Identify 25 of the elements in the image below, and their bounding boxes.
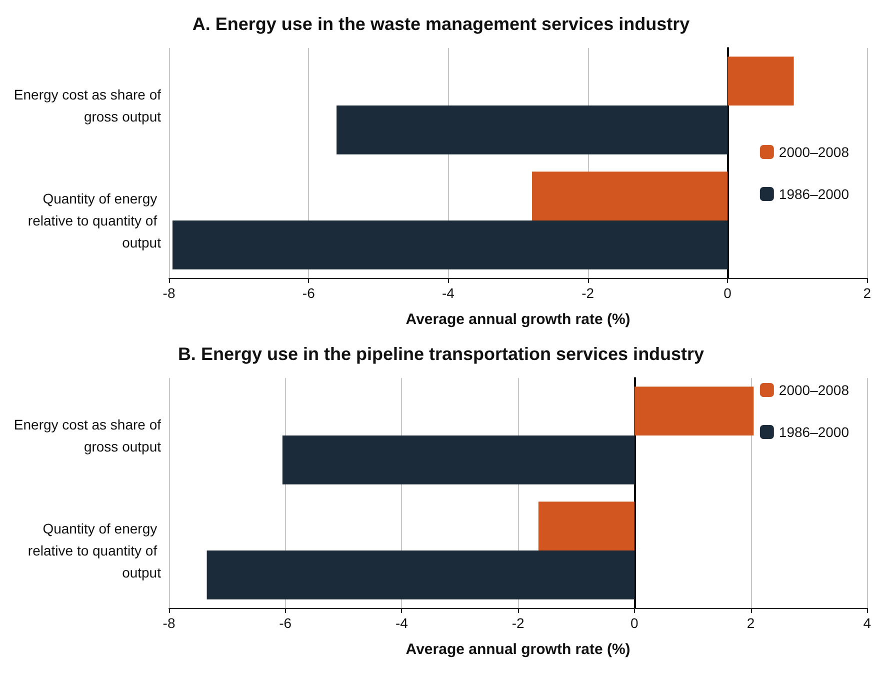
legend-label: 1986–2000: [778, 424, 850, 440]
x-axis-title: Average annual growth rate (%): [406, 641, 630, 658]
legend-label: 2000–2008: [778, 382, 850, 398]
x-tick-label: -6: [279, 615, 292, 631]
x-tick-label: 0: [724, 285, 732, 301]
x-tick-label: 2: [863, 285, 872, 301]
legend-label: 2000–2008: [778, 144, 850, 160]
x-tick-label: -2: [582, 285, 594, 301]
x-tick-label: -8: [162, 285, 176, 301]
x-tick-label: 0: [630, 615, 639, 631]
x-tick-label: -8: [162, 615, 176, 631]
y-tick-label: Energy cost as share of gross output: [14, 416, 162, 454]
y-tick-label: Energy cost as share of gross output: [14, 86, 162, 124]
y-tick-label: Quantity of energy relative to quantity of output: [28, 190, 162, 250]
legend-label: 1986–2000: [778, 186, 850, 202]
x-axis-title: Average annual growth rate (%): [406, 311, 630, 328]
x-tick-label: -6: [302, 285, 316, 301]
x-tick-label: -4: [442, 285, 455, 301]
x-tick-label: 4: [863, 615, 872, 631]
x-tick-label: 2: [746, 615, 755, 631]
chart-title: B. Energy use in the pipeline transportation services industry: [178, 344, 704, 364]
x-tick-label: -4: [395, 615, 408, 631]
chart-title: A. Energy use in the waste management services industry: [192, 14, 690, 34]
y-tick-label: Quantity of energy relative to quantity of output: [28, 520, 162, 580]
x-tick-label: -2: [512, 615, 524, 631]
